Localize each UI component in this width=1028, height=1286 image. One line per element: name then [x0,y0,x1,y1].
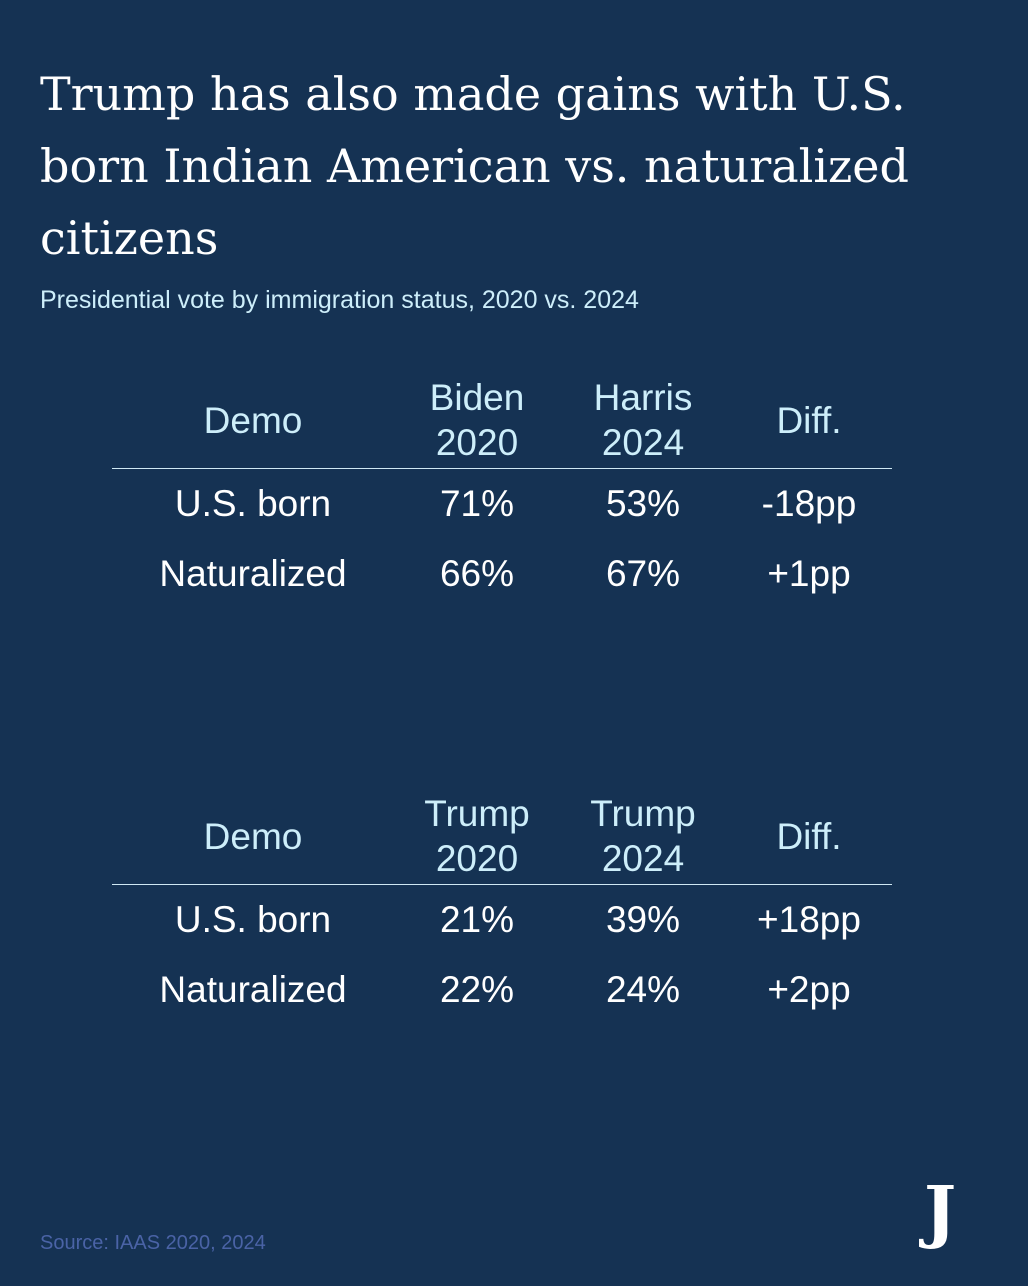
table-cell: 39% [605,899,681,940]
chart-title: Trump has also made gains with U.S. born… [40,67,909,265]
row-label: U.S. born [174,899,332,940]
table-row-naturalized: Naturalized 66% 67% +1pp [112,539,892,609]
column-header-diff: Diff. [776,399,842,441]
table-header-row: Demo Biden 2020 Harris 2024 Diff. [112,372,892,469]
table-cell: 24% [605,969,681,1010]
column-header-demo: Demo [203,815,303,857]
row-label: Naturalized [159,969,347,1010]
table-cell: 66% [439,553,515,594]
table-cell: 22% [439,969,515,1010]
table-cell: -18pp [761,483,857,524]
column-header-harris-2024: Harris 2024 [593,377,693,463]
row-label: U.S. born [174,483,332,524]
column-header-demo: Demo [203,399,303,441]
table-row-us-born: U.S. born 71% 53% -18pp [112,469,892,539]
table-cell: +2pp [767,969,851,1010]
row-label: Naturalized [159,553,347,594]
trump-vote-table: Demo Trump 2020 Trump 2024 Diff. U.S. bo… [112,788,892,1025]
column-header-trump-2024: Trump 2024 [590,793,696,879]
table-header-row: Demo Trump 2020 Trump 2024 Diff. [112,788,892,885]
table-cell: +1pp [767,553,851,594]
column-header-diff: Diff. [776,815,842,857]
table-cell: 71% [439,483,515,524]
table-cell: +18pp [757,899,861,940]
table-row-naturalized: Naturalized 22% 24% +2pp [112,955,892,1025]
table-cell: 21% [439,899,515,940]
column-header-trump-2020: Trump 2020 [424,793,530,879]
table-cell: 53% [605,483,681,524]
column-header-biden-2020: Biden 2020 [429,377,525,463]
chart-subtitle: Presidential vote by immigration status,… [40,286,639,314]
source-note: Source: IAAS 2020, 2024 [40,1232,266,1254]
table-cell: 67% [605,553,681,594]
table-row-us-born: U.S. born 21% 39% +18pp [112,885,892,955]
democrat-vote-table: Demo Biden 2020 Harris 2024 Diff. U.S. b… [112,372,892,609]
logo: J [924,1172,957,1252]
